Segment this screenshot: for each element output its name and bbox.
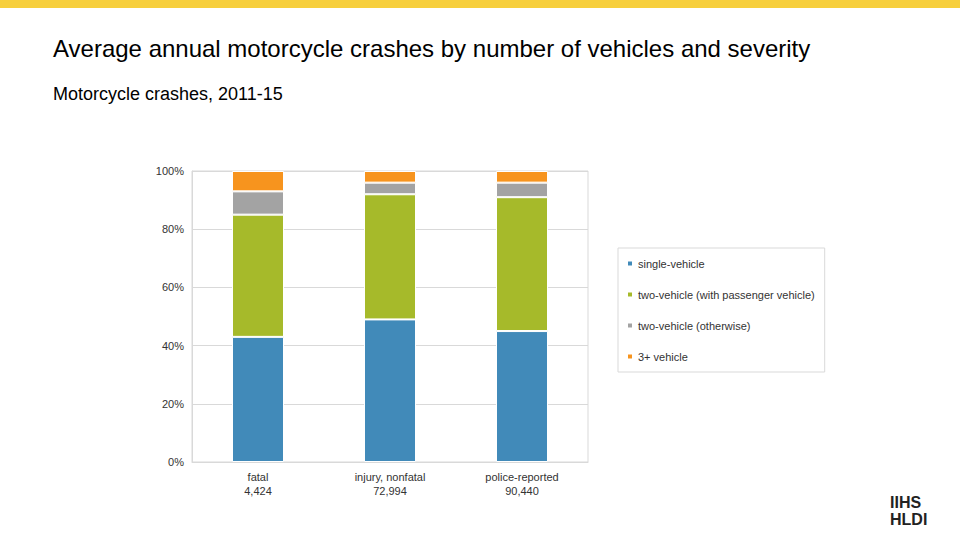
svg-text:two-vehicle (otherwise): two-vehicle (otherwise) [638,320,750,332]
svg-text:two-vehicle (with passenger ve: two-vehicle (with passenger vehicle) [638,289,815,301]
svg-text:injury, nonfatal: injury, nonfatal [355,471,426,483]
svg-text:IIHS: IIHS [890,494,921,511]
svg-text:20%: 20% [162,398,184,410]
svg-text:80%: 80% [162,223,184,235]
svg-text:60%: 60% [162,281,184,293]
svg-text:72,994: 72,994 [373,485,407,497]
svg-text:3+ vehicle: 3+ vehicle [638,351,688,363]
svg-text:fatal: fatal [248,471,269,483]
svg-text:4,424: 4,424 [244,485,272,497]
svg-text:90,440: 90,440 [505,485,539,497]
svg-text:single-vehicle: single-vehicle [638,258,705,270]
svg-text:100%: 100% [156,165,184,177]
svg-text:police-reported: police-reported [485,471,558,483]
svg-text:0%: 0% [168,456,184,468]
svg-text:Average annual motorcycle cras: Average annual motorcycle crashes by num… [53,35,810,62]
svg-text:HLDI: HLDI [890,511,927,528]
svg-text:40%: 40% [162,340,184,352]
svg-text:Motorcycle crashes, 2011-15: Motorcycle crashes, 2011-15 [53,84,283,104]
